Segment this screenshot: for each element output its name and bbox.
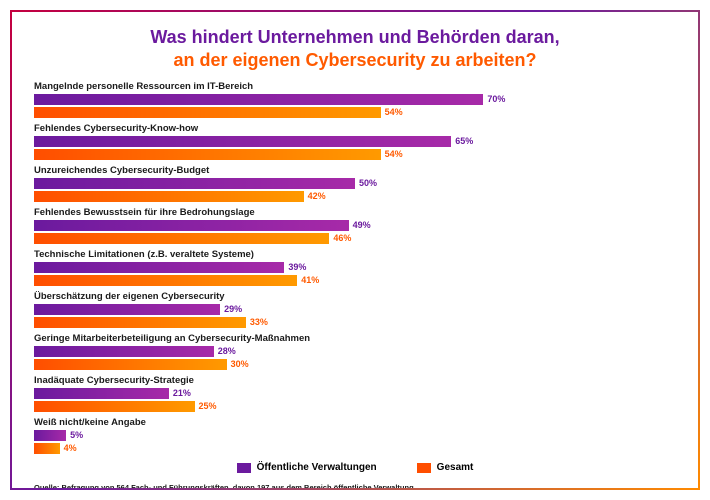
chart-row: Mangelnde personelle Ressourcen im IT-Be… bbox=[34, 81, 676, 118]
bar-value-public: 49% bbox=[353, 220, 371, 230]
bar-public bbox=[34, 388, 169, 399]
bar-public bbox=[34, 262, 284, 273]
bar-total bbox=[34, 191, 304, 202]
chart-row: Fehlendes Cybersecurity-Know-how 65% 54% bbox=[34, 123, 676, 160]
bar-public bbox=[34, 346, 214, 357]
legend-swatch-purple bbox=[237, 463, 251, 473]
bar-public bbox=[34, 304, 220, 315]
bar-chart: Mangelnde personelle Ressourcen im IT-Be… bbox=[34, 81, 676, 454]
bar-public bbox=[34, 220, 349, 231]
title-line-2: an der eigenen Cybersecurity zu arbeiten… bbox=[34, 49, 676, 72]
category-label: Technische Limitationen (z.B. veraltete … bbox=[34, 249, 676, 260]
bar-wrap-total: 54% bbox=[34, 148, 676, 160]
bar-value-total: 54% bbox=[385, 107, 403, 117]
legend-label: Öffentliche Verwaltungen bbox=[257, 462, 377, 473]
chart-title: Was hindert Unternehmen und Behörden dar… bbox=[34, 26, 676, 71]
bar-value-total: 4% bbox=[64, 443, 77, 453]
legend-swatch-orange bbox=[417, 463, 431, 473]
chart-row: Geringe Mitarbeiterbeteiligung an Cybers… bbox=[34, 333, 676, 370]
legend: Öffentliche Verwaltungen Gesamt bbox=[34, 462, 676, 473]
category-label: Überschätzung der eigenen Cybersecurity bbox=[34, 291, 676, 302]
bar-wrap-public: 49% bbox=[34, 219, 676, 231]
bar-public bbox=[34, 94, 483, 105]
bar-total bbox=[34, 443, 60, 454]
category-label: Fehlendes Bewusstsein für ihre Bedrohung… bbox=[34, 207, 676, 218]
bar-value-public: 29% bbox=[224, 304, 242, 314]
bar-total bbox=[34, 401, 195, 412]
bar-value-public: 28% bbox=[218, 346, 236, 356]
chart-row: Inadäquate Cybersecurity-Strategie 21% 25% bbox=[34, 375, 676, 412]
bar-wrap-public: 70% bbox=[34, 93, 676, 105]
bar-value-public: 65% bbox=[455, 136, 473, 146]
chart-row: Überschätzung der eigenen Cybersecurity 2… bbox=[34, 291, 676, 328]
bar-value-total: 30% bbox=[231, 359, 249, 369]
category-label: Weiß nicht/keine Angabe bbox=[34, 417, 676, 428]
bar-value-total: 25% bbox=[199, 401, 217, 411]
chart-row: Weiß nicht/keine Angabe 5% 4% bbox=[34, 417, 676, 454]
bar-public bbox=[34, 178, 355, 189]
category-label: Geringe Mitarbeiterbeteiligung an Cybers… bbox=[34, 333, 676, 344]
chart-row: Unzureichendes Cybersecurity-Budget 50% 42… bbox=[34, 165, 676, 202]
bar-value-total: 33% bbox=[250, 317, 268, 327]
bar-wrap-public: 5% bbox=[34, 429, 676, 441]
category-label: Fehlendes Cybersecurity-Know-how bbox=[34, 123, 676, 134]
bar-value-public: 21% bbox=[173, 388, 191, 398]
bar-wrap-total: 46% bbox=[34, 232, 676, 244]
chart-frame: Was hindert Unternehmen und Behörden dar… bbox=[10, 10, 700, 490]
legend-item-total: Gesamt bbox=[417, 462, 474, 473]
bar-total bbox=[34, 317, 246, 328]
bar-wrap-total: 30% bbox=[34, 358, 676, 370]
bar-wrap-public: 50% bbox=[34, 177, 676, 189]
bar-total bbox=[34, 359, 227, 370]
bar-public bbox=[34, 430, 66, 441]
chart-row: Technische Limitationen (z.B. veraltete … bbox=[34, 249, 676, 286]
category-label: Inadäquate Cybersecurity-Strategie bbox=[34, 375, 676, 386]
bar-wrap-total: 54% bbox=[34, 106, 676, 118]
bar-value-public: 50% bbox=[359, 178, 377, 188]
legend-item-public: Öffentliche Verwaltungen bbox=[237, 462, 377, 473]
bar-total bbox=[34, 275, 297, 286]
chart-row: Fehlendes Bewusstsein für ihre Bedrohung… bbox=[34, 207, 676, 244]
bar-wrap-total: 33% bbox=[34, 316, 676, 328]
bar-wrap-total: 25% bbox=[34, 400, 676, 412]
bar-value-total: 54% bbox=[385, 149, 403, 159]
bar-value-public: 70% bbox=[487, 94, 505, 104]
bar-wrap-total: 42% bbox=[34, 190, 676, 202]
bar-total bbox=[34, 149, 381, 160]
title-line-1: Was hindert Unternehmen und Behörden dar… bbox=[34, 26, 676, 49]
bar-value-public: 5% bbox=[70, 430, 83, 440]
bar-value-total: 42% bbox=[308, 191, 326, 201]
bar-wrap-total: 4% bbox=[34, 442, 676, 454]
bar-value-public: 39% bbox=[288, 262, 306, 272]
bar-public bbox=[34, 136, 451, 147]
bar-total bbox=[34, 107, 381, 118]
bar-wrap-total: 41% bbox=[34, 274, 676, 286]
bar-total bbox=[34, 233, 329, 244]
source-text: Quelle: Befragung von 564 Fach- und Führ… bbox=[34, 483, 676, 490]
bar-wrap-public: 21% bbox=[34, 387, 676, 399]
category-label: Mangelnde personelle Ressourcen im IT-Be… bbox=[34, 81, 676, 92]
category-label: Unzureichendes Cybersecurity-Budget bbox=[34, 165, 676, 176]
legend-label: Gesamt bbox=[437, 462, 474, 473]
bar-wrap-public: 65% bbox=[34, 135, 676, 147]
bar-value-total: 41% bbox=[301, 275, 319, 285]
source-line-1: Quelle: Befragung von 564 Fach- und Führ… bbox=[34, 483, 676, 490]
bar-wrap-public: 39% bbox=[34, 261, 676, 273]
bar-wrap-public: 29% bbox=[34, 303, 676, 315]
bar-wrap-public: 28% bbox=[34, 345, 676, 357]
bar-value-total: 46% bbox=[333, 233, 351, 243]
